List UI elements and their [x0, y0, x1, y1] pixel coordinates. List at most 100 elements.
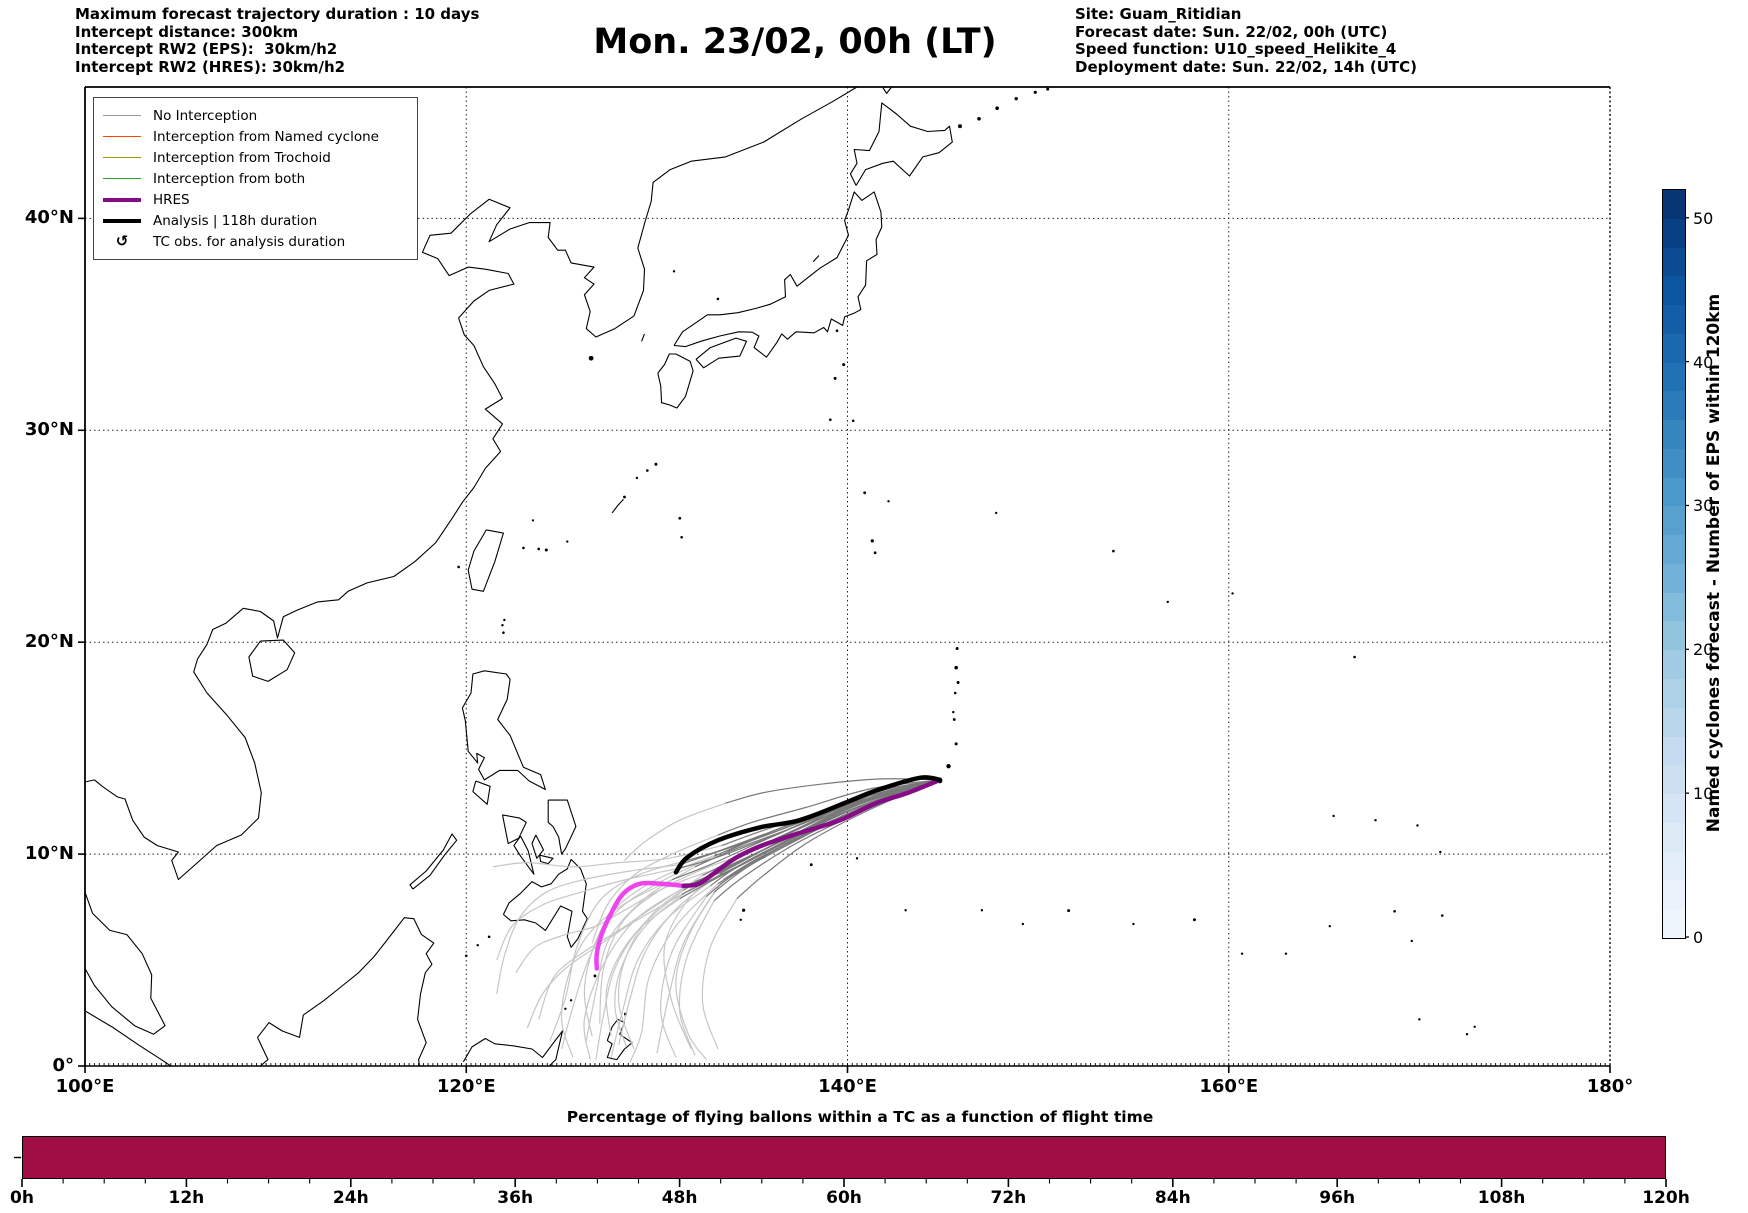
island-dot — [566, 540, 569, 543]
ensemble-trajectory-light — [549, 859, 688, 1041]
bottom-bar-tick-label: 108h — [1477, 1188, 1526, 1208]
island-dot — [855, 857, 859, 860]
island-dot — [954, 665, 958, 670]
island-dot — [851, 419, 855, 423]
map-y-tick-label: 40°N — [24, 207, 74, 229]
colorbar-label: Named cyclones forecast - Number of EPS … — [1704, 293, 1724, 833]
legend-line-icon — [103, 115, 141, 116]
colorbar-tick-label: 30 — [1693, 496, 1714, 516]
island-dot — [487, 935, 491, 939]
coastline — [657, 353, 694, 409]
legend-line-icon — [103, 136, 141, 137]
colorbar-segment — [1663, 880, 1685, 910]
colorbar-tick-label: 50 — [1693, 208, 1714, 228]
island-dot — [569, 999, 573, 1002]
ensemble-trajectory-dark — [723, 779, 941, 881]
colorbar-segment — [1663, 190, 1685, 219]
island-dot — [531, 519, 535, 522]
ensemble-trajectory-dark — [725, 778, 941, 804]
legend-item-label: Interception from both — [153, 170, 306, 187]
legend-line-icon — [103, 197, 141, 202]
ensemble-trajectory-light — [515, 868, 717, 974]
island-dot — [742, 908, 746, 912]
legend-line-swatch — [103, 197, 141, 202]
legend-line-swatch — [103, 115, 141, 116]
island-dot — [1418, 1018, 1421, 1021]
coastline — [84, 892, 166, 1035]
bottom-bar-tick-label: 24h — [332, 1188, 369, 1208]
island-dot — [739, 918, 742, 921]
legend-line-swatch — [103, 178, 141, 179]
colorbar-segment — [1663, 333, 1685, 363]
island-dot — [1439, 850, 1442, 854]
bottom-bar-tick-label: 12h — [168, 1188, 205, 1208]
legend-line-icon — [103, 178, 141, 179]
island-dot — [1192, 918, 1196, 922]
island-dot — [952, 718, 956, 721]
site-info-block: Site: Guam_Ritidian Forecast date: Sun. … — [1075, 5, 1418, 76]
cyclone-rotation-icon: ↺ — [115, 232, 129, 250]
island-dot — [1014, 96, 1018, 101]
colorbar-segment — [1663, 276, 1685, 306]
colorbar-segment — [1663, 650, 1685, 680]
colorbar-segment — [1663, 592, 1685, 622]
tc-obs-symbol-icon: ↺ — [103, 234, 141, 249]
legend-box: No Interception Interception from Named c… — [93, 97, 418, 260]
colorbar-segment — [1663, 535, 1685, 564]
island-dot — [994, 511, 998, 515]
island-dot — [835, 329, 839, 332]
legend-item: Interception from Named cyclone — [103, 126, 407, 147]
coastline — [812, 255, 820, 263]
bottom-bar-tick-label: 0h — [10, 1188, 34, 1208]
island-dot — [503, 618, 506, 622]
legend-item-label: Interception from Trochoid — [153, 149, 331, 166]
map-x-tick-label: 160°E — [1199, 1076, 1259, 1097]
run-parameters-block: Maximum forecast trajectory duration : 1… — [75, 5, 480, 76]
bottom-bar-tick-label: 96h — [1319, 1188, 1356, 1208]
coastline — [849, 102, 953, 186]
island-dot — [980, 909, 984, 912]
island-dot — [995, 106, 999, 110]
island-dot — [1410, 939, 1413, 943]
island-dot — [464, 954, 468, 958]
island-dot — [1328, 924, 1331, 928]
ensemble-trajectory-light — [618, 873, 721, 1045]
bottom-chart-title: Percentage of flying ballons within a TC… — [566, 1108, 1154, 1126]
colorbar-tick-label: 10 — [1693, 784, 1714, 804]
coastline — [531, 834, 545, 859]
hres-track-magenta — [594, 880, 686, 971]
map-x-tick-label: 180° — [1586, 1076, 1634, 1097]
island-dot — [593, 974, 597, 978]
legend-item-label: HRES — [153, 191, 190, 208]
island-dot — [946, 763, 951, 769]
ensemble-trajectory-light — [599, 853, 745, 1024]
ensemble-trajectory-light — [663, 866, 726, 1050]
ensemble-trajectory-light — [675, 879, 725, 1060]
island-dot — [1132, 922, 1135, 926]
ensemble-trajectory-light — [560, 878, 673, 1058]
island-dot — [863, 491, 867, 495]
island-dot — [457, 565, 460, 569]
coastline — [409, 833, 458, 890]
colorbar-segment — [1663, 822, 1685, 852]
island-dot — [842, 363, 846, 367]
island-dot — [1240, 952, 1244, 955]
legend-item-label: Interception from Named cyclone — [153, 128, 379, 145]
map-x-tick-label: 100°E — [55, 1076, 115, 1097]
island-dot — [809, 863, 813, 867]
ensemble-trajectory-light — [678, 900, 715, 1056]
coastline — [539, 854, 554, 865]
island-dot — [1473, 1025, 1476, 1028]
map-y-tick-label: 20°N — [24, 631, 74, 653]
island-dot — [1465, 1033, 1469, 1036]
colorbar-segment — [1663, 305, 1685, 334]
ensemble-trajectory-light — [660, 896, 707, 1058]
legend-item: No Interception — [103, 105, 407, 126]
colorbar — [1662, 189, 1686, 939]
legend-line-icon — [103, 218, 141, 223]
bottom-bar-tick-label: 84h — [1154, 1188, 1191, 1208]
colorbar-segment — [1663, 707, 1685, 737]
map-y-tick-label: 30°N — [24, 419, 74, 441]
colorbar-segment — [1663, 477, 1685, 507]
